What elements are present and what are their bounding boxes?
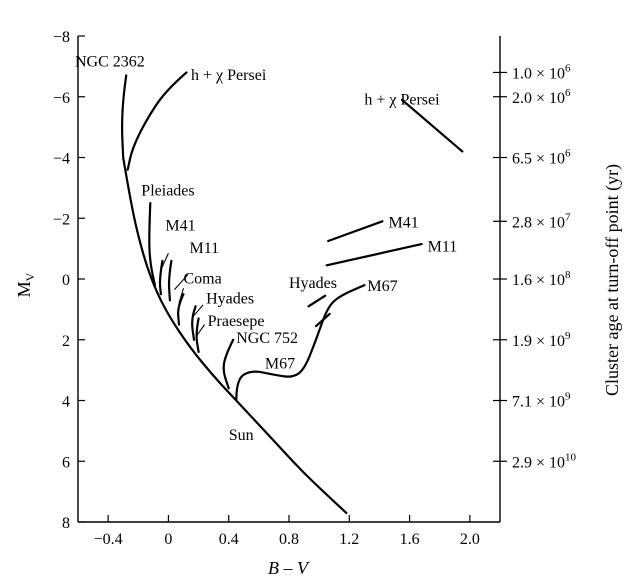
x-tick-label: 1.2 — [339, 531, 359, 548]
right-tick-label: 1.0 × 106 — [512, 62, 571, 82]
label-m11: M11 — [190, 240, 220, 257]
series-line-hyades — [191, 305, 197, 341]
series-line-m11 — [325, 243, 423, 267]
right-tick-mantissa: 2.0 × 10 — [512, 90, 565, 107]
right-tick-mantissa: 6.5 × 10 — [512, 151, 565, 168]
label-pleiades: Pleiades — [141, 182, 194, 199]
label-coma: Coma — [184, 271, 222, 288]
y-tick-label: 8 — [62, 515, 70, 532]
series-line-ngc-752 — [222, 338, 235, 390]
label-m67: M67 — [265, 356, 295, 373]
right-tick-label: 7.1 × 109 — [512, 391, 571, 411]
right-tick-label: 1.6 × 108 — [512, 269, 571, 289]
y-tick-label: 4 — [62, 394, 70, 411]
series-line-hyades — [307, 294, 327, 308]
label-m11: M11 — [428, 239, 458, 256]
label-m67: M67 — [367, 278, 397, 295]
cluster-labels: NGC 2362 h + χ Persei h + χ Persei Pleiades… — [75, 53, 457, 444]
y-axis-title-sub: V — [23, 272, 37, 281]
right-axis-title: Cluster age at turn-off point (yr) — [602, 164, 623, 396]
label-h-chi-persei: h + χ Persei — [191, 67, 267, 84]
label-h-chi-persei: h + χ Persei — [364, 91, 440, 108]
right-tick-mantissa: 1.9 × 10 — [512, 333, 565, 350]
right-tick-exponent: 9 — [565, 330, 571, 342]
x-tick-label: −0.4 — [94, 531, 123, 548]
series-line-m11 — [167, 259, 173, 302]
y-axis-title: MV — [14, 272, 37, 297]
leader-line — [178, 287, 185, 304]
label-ngc-752: NGC 752 — [236, 330, 298, 347]
y-axis-ticks: −8 −6 −4 −2 0 2 4 6 8 — [53, 29, 85, 532]
right-tick-label: 2.8 × 107 — [512, 211, 571, 231]
y-tick-label: −8 — [53, 29, 70, 46]
right-tick-exponent: 6 — [565, 62, 571, 74]
right-tick-mantissa: 1.6 × 10 — [512, 272, 565, 289]
right-tick-exponent: 6 — [565, 87, 571, 99]
right-tick-mantissa: 2.8 × 10 — [512, 214, 565, 231]
right-tick-mantissa: 1.0 × 10 — [512, 65, 565, 82]
label-m41: M41 — [388, 214, 418, 231]
label-hyades: Hyades — [206, 290, 254, 307]
leader-line — [174, 274, 189, 290]
series-line-h-chi-persei — [126, 71, 188, 171]
right-tick-exponent: 9 — [565, 391, 571, 403]
label-praesepe: Praesepe — [208, 313, 265, 330]
y-tick-label: 2 — [62, 333, 70, 350]
series-line-m41 — [327, 220, 384, 243]
x-axis-ticks: −0.4 0 0.4 0.8 1.2 1.6 2.0 — [94, 515, 480, 548]
right-tick-mantissa: 7.1 × 10 — [512, 394, 565, 411]
x-tick-label: 0 — [164, 531, 172, 548]
series-line-coma — [177, 293, 185, 326]
series-line-main-sequence — [122, 156, 348, 514]
label-ngc-2362: NGC 2362 — [75, 53, 145, 70]
x-axis-title: B – V — [268, 558, 310, 578]
series-line-pleiades — [148, 202, 156, 287]
y-axis-title-main: M — [14, 281, 34, 297]
right-tick-mantissa: 2.9 × 10 — [512, 454, 565, 471]
label-leader-lines — [160, 252, 206, 336]
y-tick-label: −2 — [53, 211, 70, 228]
label-sun: Sun — [229, 427, 254, 444]
x-tick-label: 1.6 — [400, 531, 420, 548]
right-tick-label: 2.0 × 106 — [512, 87, 571, 107]
right-tick-label: 1.9 × 109 — [512, 330, 571, 350]
label-m41: M41 — [165, 217, 195, 234]
y-tick-label: 6 — [62, 454, 70, 471]
x-tick-label: 0.8 — [279, 531, 299, 548]
series-line-h-chi-persei — [400, 98, 464, 153]
leader-line — [196, 324, 206, 336]
right-tick-exponent: 6 — [565, 148, 571, 160]
right-tick-label: 2.9 × 1010 — [512, 451, 577, 471]
x-tick-label: 2.0 — [460, 531, 480, 548]
right-tick-exponent: 7 — [565, 211, 571, 223]
series-line-m41 — [158, 259, 164, 296]
right-tick-label: 6.5 × 106 — [512, 148, 571, 168]
cluster-series — [121, 71, 464, 514]
series-line-m67 — [235, 284, 366, 402]
right-tick-exponent: 10 — [565, 451, 577, 463]
x-tick-label: 0.4 — [219, 531, 239, 548]
label-hyades: Hyades — [289, 275, 337, 292]
y-tick-label: −6 — [53, 90, 70, 107]
series-line-praesepe — [195, 317, 200, 353]
y-tick-label: −4 — [53, 151, 70, 168]
leader-line — [160, 252, 169, 271]
leader-line — [193, 304, 204, 316]
y-tick-label: 0 — [62, 272, 70, 289]
series-line-ngc-2362 — [121, 74, 128, 159]
right-tick-exponent: 8 — [565, 269, 571, 281]
